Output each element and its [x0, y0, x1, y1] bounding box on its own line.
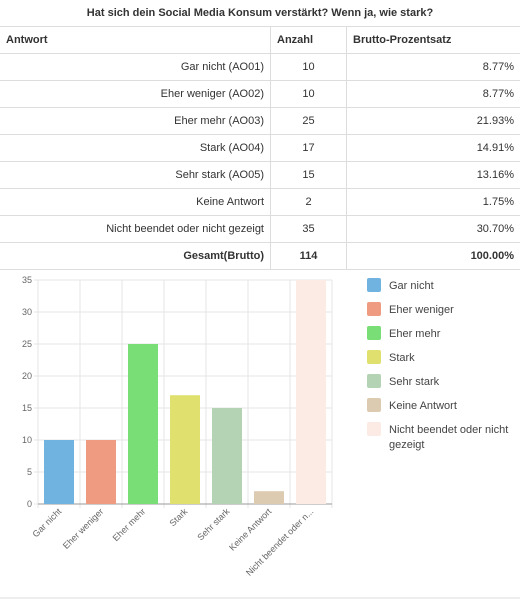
- cell: 8.77%: [346, 53, 520, 81]
- bar: [128, 344, 158, 504]
- cell: 15: [270, 161, 347, 189]
- table-row: Gar nicht (AO01) 10 8.77%: [0, 53, 520, 81]
- cell: 10: [270, 53, 347, 81]
- cell: Nicht beendet oder nicht gezeigt: [0, 215, 271, 243]
- y-tick-label: 20: [22, 371, 32, 381]
- cell: Eher mehr (AO03): [0, 107, 271, 135]
- table-row: Keine Antwort 2 1.75%: [0, 188, 520, 216]
- table-row: Sehr stark (AO05) 15 13.16%: [0, 161, 520, 189]
- x-tick-label: Eher weniger: [61, 506, 106, 551]
- table-row: Eher weniger (AO02) 10 8.77%: [0, 80, 520, 108]
- column-header: Brutto-Prozentsatz: [346, 27, 520, 54]
- y-tick-label: 25: [22, 339, 32, 349]
- legend-swatch: [367, 278, 381, 292]
- bar: [44, 440, 74, 504]
- legend-label: Keine Antwort: [389, 400, 457, 412]
- legend-swatch: [367, 422, 381, 436]
- x-tick-label: Gar nicht: [31, 506, 64, 539]
- cell: 25: [270, 107, 347, 135]
- table-row: Eher mehr (AO03) 25 21.93%: [0, 107, 520, 135]
- legend-label: Sehr stark: [389, 376, 440, 388]
- cell: 17: [270, 134, 347, 162]
- total-cell: Gesamt(Brutto): [0, 242, 271, 270]
- y-tick-label: 15: [22, 403, 32, 413]
- cell: Stark (AO04): [0, 134, 271, 162]
- legend-label: Eher weniger: [389, 304, 454, 316]
- cell: 14.91%: [346, 134, 520, 162]
- cell: 10: [270, 80, 347, 108]
- cell: 8.77%: [346, 80, 520, 108]
- column-header: Anzahl: [270, 27, 347, 54]
- total-cell: 100.00%: [346, 242, 520, 270]
- cell: 30.70%: [346, 215, 520, 243]
- results-table: Hat sich dein Social Media Konsum verstä…: [0, 0, 520, 270]
- y-tick-label: 10: [22, 435, 32, 445]
- bar: [170, 395, 200, 504]
- bar: [212, 408, 242, 504]
- cell: Eher weniger (AO02): [0, 80, 271, 108]
- legend-label: Nicht beendet oder nicht gezeigt: [389, 424, 508, 451]
- x-tick-label: Sehr stark: [195, 506, 231, 542]
- y-tick-label: 5: [27, 467, 32, 477]
- legend-label: Gar nicht: [389, 280, 434, 292]
- column-header: Antwort: [0, 27, 271, 54]
- y-tick-label: 0: [27, 499, 32, 509]
- x-tick-label: Keine Antwort: [227, 506, 274, 553]
- cell: 35: [270, 215, 347, 243]
- cell: 2: [270, 188, 347, 216]
- table-row: Nicht beendet oder nicht gezeigt 35 30.70%: [0, 215, 520, 243]
- cell: Keine Antwort: [0, 188, 271, 216]
- bar: [254, 491, 284, 504]
- header-row: Antwort Anzahl Brutto-Prozentsatz: [0, 27, 520, 54]
- cell: 13.16%: [346, 161, 520, 189]
- table-title: Hat sich dein Social Media Konsum verstä…: [0, 0, 520, 27]
- legend-swatch: [367, 374, 381, 388]
- bar: [296, 280, 326, 504]
- bar: [86, 440, 116, 504]
- cell: 1.75%: [346, 188, 520, 216]
- cell: Gar nicht (AO01): [0, 53, 271, 81]
- legend-swatch: [367, 302, 381, 316]
- total-row: Gesamt(Brutto) 114 100.00%: [0, 242, 520, 270]
- legend-swatch: [367, 398, 381, 412]
- legend-swatch: [367, 326, 381, 340]
- cell: 21.93%: [346, 107, 520, 135]
- table-row: Stark (AO04) 17 14.91%: [0, 134, 520, 162]
- y-tick-label: 30: [22, 307, 32, 317]
- cell: Sehr stark (AO05): [0, 161, 271, 189]
- x-tick-label: Eher mehr: [111, 506, 148, 543]
- legend-label: Eher mehr: [389, 328, 441, 340]
- total-cell: 114: [270, 242, 347, 270]
- y-tick-label: 35: [22, 275, 32, 285]
- legend-swatch: [367, 350, 381, 364]
- legend-label: Stark: [389, 352, 415, 364]
- x-tick-label: Stark: [167, 506, 189, 528]
